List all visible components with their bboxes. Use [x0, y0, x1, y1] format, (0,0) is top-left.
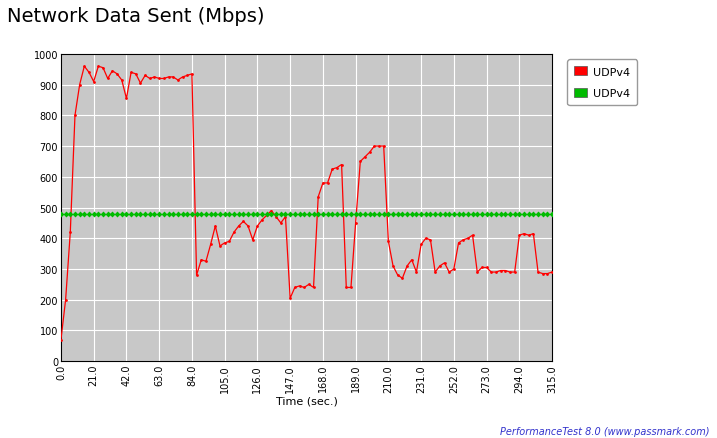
Text: Network Data Sent (Mbps): Network Data Sent (Mbps): [7, 7, 265, 25]
Legend: UDPv4, UDPv4: UDPv4, UDPv4: [567, 60, 637, 106]
Text: PerformanceTest 8.0 (www.passmark.com): PerformanceTest 8.0 (www.passmark.com): [500, 426, 710, 436]
X-axis label: Time (sec.): Time (sec.): [275, 396, 338, 406]
